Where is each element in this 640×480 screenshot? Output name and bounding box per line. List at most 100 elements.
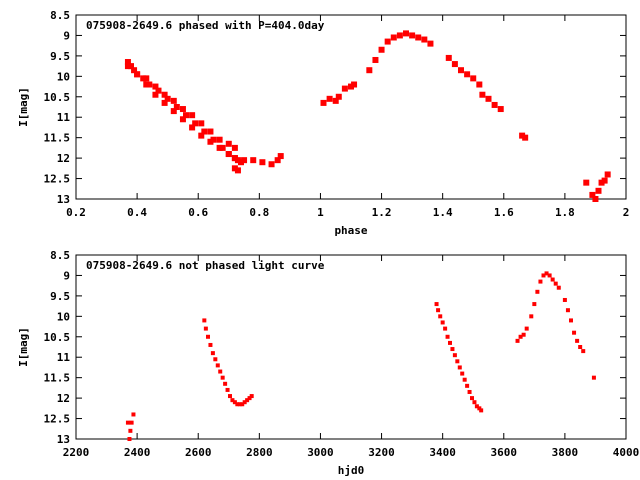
plot-frame <box>75 14 627 200</box>
y-tick-label: 13 <box>57 433 70 446</box>
data-point <box>143 75 150 82</box>
x-tick-label: 1.6 <box>494 206 514 219</box>
data-point <box>198 120 205 127</box>
y-tick-label: 12 <box>57 392 70 405</box>
data-point <box>247 396 252 401</box>
data-point <box>532 302 537 307</box>
data-point <box>515 338 520 343</box>
data-point <box>378 46 385 53</box>
data-point <box>179 116 186 123</box>
data-point <box>518 334 523 339</box>
data-point <box>146 81 153 88</box>
data-point <box>470 396 474 401</box>
data-point <box>479 408 484 413</box>
data-point <box>550 277 555 282</box>
data-point <box>240 402 245 407</box>
data-point <box>215 363 220 368</box>
y-axis-label: I[mag] <box>17 327 30 367</box>
data-point <box>396 32 403 39</box>
data-point <box>134 71 141 78</box>
data-point <box>522 134 529 141</box>
data-point <box>225 140 232 147</box>
data-point <box>155 87 162 94</box>
data-point <box>237 402 242 407</box>
data-point <box>348 83 354 90</box>
data-point <box>427 40 434 47</box>
data-point <box>450 347 455 352</box>
data-point <box>201 128 208 135</box>
data-point <box>575 338 580 343</box>
data-point <box>556 285 561 290</box>
data-point <box>547 273 552 278</box>
data-point <box>170 108 177 115</box>
data-point <box>595 187 602 194</box>
data-point <box>445 334 450 339</box>
data-point <box>189 112 196 119</box>
data-point <box>125 420 130 425</box>
data-point <box>332 97 339 104</box>
data-point <box>208 342 213 347</box>
data-point <box>434 302 439 307</box>
data-point <box>268 161 275 168</box>
data-point <box>207 138 214 145</box>
data-point <box>476 81 483 88</box>
data-point <box>591 375 596 380</box>
y-tick-label: 12.5 <box>44 413 71 426</box>
data-point <box>541 273 546 278</box>
data-point <box>384 38 391 45</box>
data-point <box>231 144 238 151</box>
data-point <box>216 136 223 143</box>
data-point <box>465 383 470 388</box>
y-tick-label: 9.5 <box>50 50 70 63</box>
y-tick-label: 10 <box>57 70 70 83</box>
data-point <box>415 34 422 41</box>
data-point <box>403 30 409 37</box>
data-point <box>127 437 132 441</box>
data-point <box>544 271 549 276</box>
data-point <box>242 400 247 405</box>
data-point <box>218 369 223 374</box>
data-point <box>207 128 214 135</box>
data-point <box>220 375 225 380</box>
data-point <box>452 353 457 358</box>
x-tick-label: 1 <box>317 206 324 219</box>
data-point <box>198 132 205 139</box>
data-point <box>598 179 605 186</box>
data-point <box>235 402 240 407</box>
x-tick-label: 0.8 <box>249 206 269 219</box>
data-point <box>238 159 244 166</box>
data-point <box>335 93 342 100</box>
x-tick-label: 2200 <box>63 446 90 459</box>
data-point <box>601 177 608 184</box>
data-point <box>164 95 171 102</box>
data-point <box>259 159 266 166</box>
data-point <box>232 400 237 405</box>
data-point <box>562 297 567 302</box>
data-point <box>519 132 526 139</box>
x-tick-label: 3000 <box>307 446 334 459</box>
x-tick-label: 3600 <box>491 446 518 459</box>
data-point <box>462 377 467 382</box>
y-tick-label: 8.5 <box>50 249 70 262</box>
y-tick-label: 10.5 <box>44 331 71 344</box>
data-point <box>351 81 358 88</box>
data-point <box>467 389 472 394</box>
data-point <box>472 400 477 405</box>
data-point <box>592 196 599 202</box>
data-point <box>409 32 416 39</box>
y-tick-label: 13 <box>57 193 70 206</box>
data-point <box>152 83 159 90</box>
data-point <box>497 106 504 113</box>
data-point <box>225 151 232 158</box>
data-point <box>213 357 218 362</box>
data-point <box>189 124 196 131</box>
data-point <box>225 387 230 392</box>
data-point <box>604 171 611 178</box>
data-point <box>131 67 138 74</box>
x-tick-label: 1.4 <box>433 206 453 219</box>
x-tick-label: 0.6 <box>188 206 208 219</box>
x-tick-label: 3400 <box>429 446 456 459</box>
data-point <box>231 165 238 172</box>
